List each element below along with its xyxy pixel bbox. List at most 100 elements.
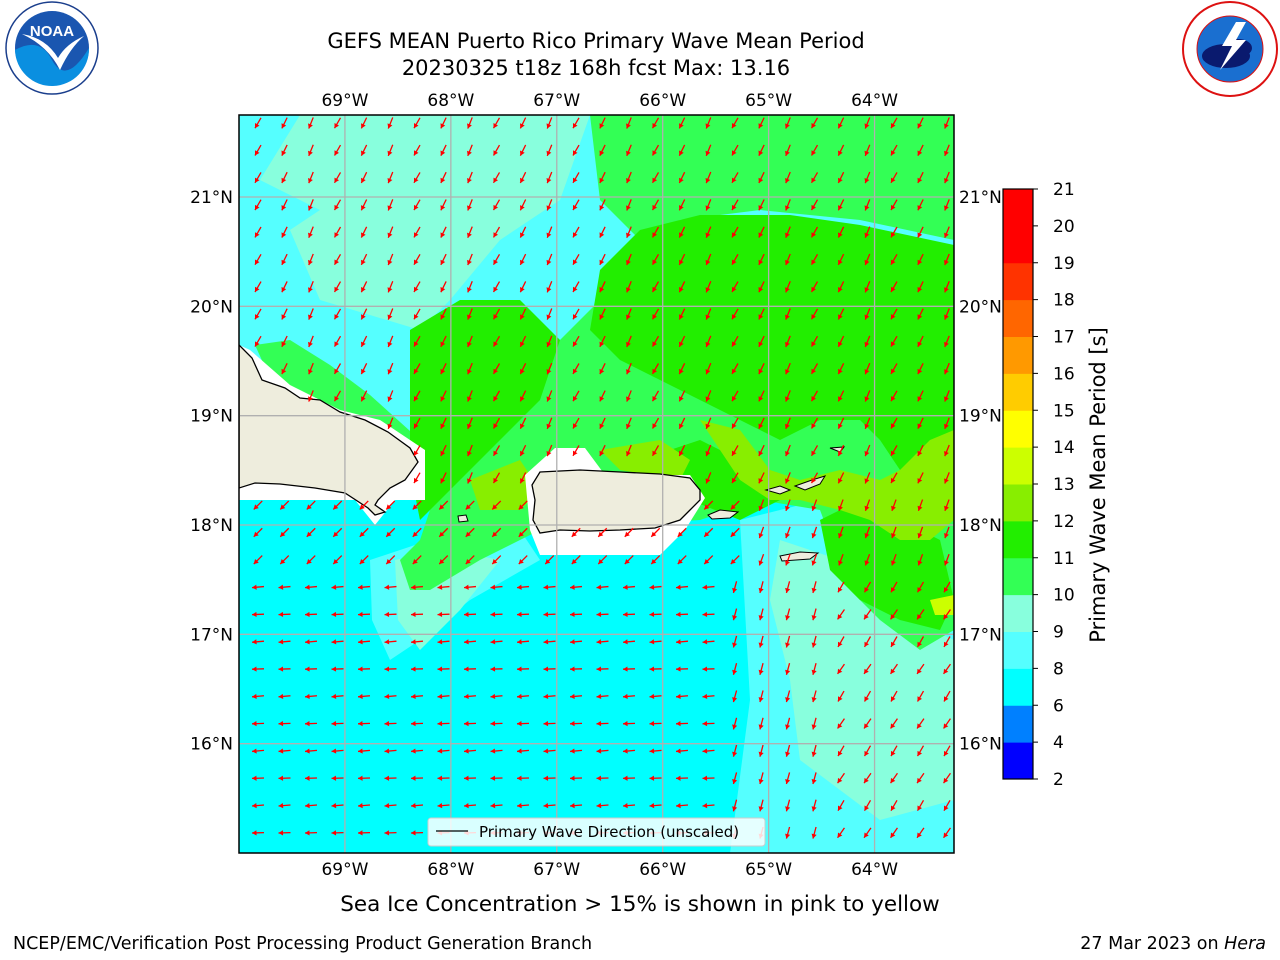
colorbar-segment: [1003, 410, 1033, 448]
colorbar-tick-label: 4: [1053, 733, 1064, 753]
colorbar-tick-label: 20: [1053, 217, 1075, 237]
wave-vector-head: [944, 259, 949, 266]
lat-tick-label-left: 17°N: [190, 625, 233, 645]
wave-vector-head: [571, 531, 577, 537]
wave-vector-head: [731, 204, 737, 211]
wave-vector-head: [758, 533, 764, 539]
wave-vector-head: [944, 369, 949, 375]
wave-vector-head: [838, 560, 843, 566]
wave-vector-head: [520, 478, 525, 484]
wave-vector-head: [864, 614, 869, 620]
wave-vector-head: [890, 368, 896, 374]
wave-vector-head: [758, 478, 764, 484]
wave-vector-head: [785, 150, 790, 156]
wave-vector-head: [517, 803, 522, 809]
wave-vector-head: [412, 559, 418, 565]
wave-vector-head: [387, 369, 393, 375]
chart-subtitle: 20230325 t18z 168h fcst Max: 13.16: [402, 56, 790, 80]
wave-vector-head: [570, 693, 575, 700]
wave-vector-head: [838, 450, 843, 456]
wave-vector-head: [467, 341, 472, 347]
axis-tick-labels: 69°W 69°W 68°W 68°W 67°W 67°W 66°W 66°W 65°W 65°W…: [190, 91, 1002, 880]
wave-vector-head: [758, 806, 764, 812]
map-frame: [238, 114, 955, 854]
wave-vector-head: [838, 533, 843, 539]
wave-vector-head: [917, 205, 923, 211]
wave-vector-head: [411, 666, 416, 672]
wave-vector-head: [599, 177, 605, 183]
wave-vector-head: [917, 505, 923, 511]
wave-vector-head: [493, 450, 499, 456]
wave-vector-head: [917, 832, 922, 838]
wave-vector-head: [626, 396, 631, 402]
wave-vector-head: [492, 531, 498, 537]
wave-vector-head: [331, 639, 337, 645]
wave-vector-head: [943, 641, 949, 647]
wave-vector-head: [890, 232, 896, 238]
wave-vector-head: [331, 830, 337, 836]
wave-vector-head: [730, 559, 736, 565]
lon-tick-label-bottom: 64°W: [851, 860, 898, 880]
wave-vector-head: [837, 777, 843, 784]
wave-vector-head: [811, 450, 817, 456]
wave-vector-head: [838, 341, 843, 347]
wave-vector-head: [864, 341, 870, 347]
wave-vector-head: [676, 748, 681, 754]
wave-vector-head: [334, 177, 340, 183]
wave-vector-head: [626, 287, 631, 293]
wave-vector-head: [464, 748, 469, 754]
wave-vector-head: [702, 611, 708, 618]
wave-vector-head: [944, 478, 949, 484]
wave-vector-head: [944, 560, 949, 566]
wave-vector-head: [308, 232, 313, 238]
wave-vector-head: [305, 639, 310, 645]
wave-vector-head: [543, 803, 549, 809]
colorbar-segment: [1003, 520, 1033, 559]
wave-vector-head: [278, 584, 284, 590]
wave-vector-head: [599, 150, 605, 156]
wave-vector-head: [758, 150, 764, 156]
wave-vector-head: [758, 724, 764, 730]
wave-vector-head: [411, 748, 416, 754]
colorbar-tick-label: 9: [1053, 623, 1064, 643]
wave-vector-head: [702, 803, 708, 809]
wave-vector-head: [467, 314, 472, 320]
wave-vector-head: [596, 748, 602, 754]
wave-vector-head: [308, 396, 313, 402]
footer-credit: NCEP/EMC/Verification Post Processing Pr…: [13, 934, 592, 954]
wave-vector-head: [517, 666, 522, 672]
colorbar-segment: [1003, 262, 1033, 301]
wave-vector-head: [493, 341, 499, 347]
wave-vector-head: [811, 477, 817, 484]
wave-vector-head: [545, 559, 551, 565]
wave-vector-head: [811, 806, 817, 812]
colorbar-segment: [1003, 668, 1033, 706]
lat-tick-label-left: 19°N: [190, 407, 233, 427]
colorbar-tick-label: 10: [1053, 586, 1075, 606]
wave-vector-head: [572, 368, 578, 374]
wave-vector-head: [517, 721, 522, 727]
wave-vector-head: [546, 123, 552, 129]
colorbar-segment: [1003, 189, 1033, 227]
wave-vector-head: [596, 611, 602, 618]
wave-vector-head: [785, 560, 790, 566]
lat-tick-label-left: 20°N: [190, 297, 233, 317]
wave-vector-head: [944, 341, 949, 347]
colorbar-segment: [1003, 336, 1033, 374]
wave-vector-head: [890, 204, 896, 211]
lon-tick-label-top: 67°W: [533, 91, 580, 111]
wave-vector-head: [811, 560, 817, 566]
wave-vector-head: [649, 611, 655, 618]
wave-vector-head: [439, 531, 445, 537]
wave-vector-head: [596, 666, 602, 672]
wave-vector-head: [943, 777, 949, 784]
wave-vector-head: [731, 395, 737, 402]
wave-vector-head: [572, 177, 578, 183]
wave-vector-head: [917, 150, 923, 156]
wave-vector-head: [811, 232, 817, 238]
wave-vector-head: [412, 531, 418, 537]
wave-vector-head: [572, 450, 578, 456]
wave-vector-head: [837, 587, 843, 593]
wave-vector-head: [890, 777, 896, 784]
wave-vector-head: [490, 748, 496, 754]
